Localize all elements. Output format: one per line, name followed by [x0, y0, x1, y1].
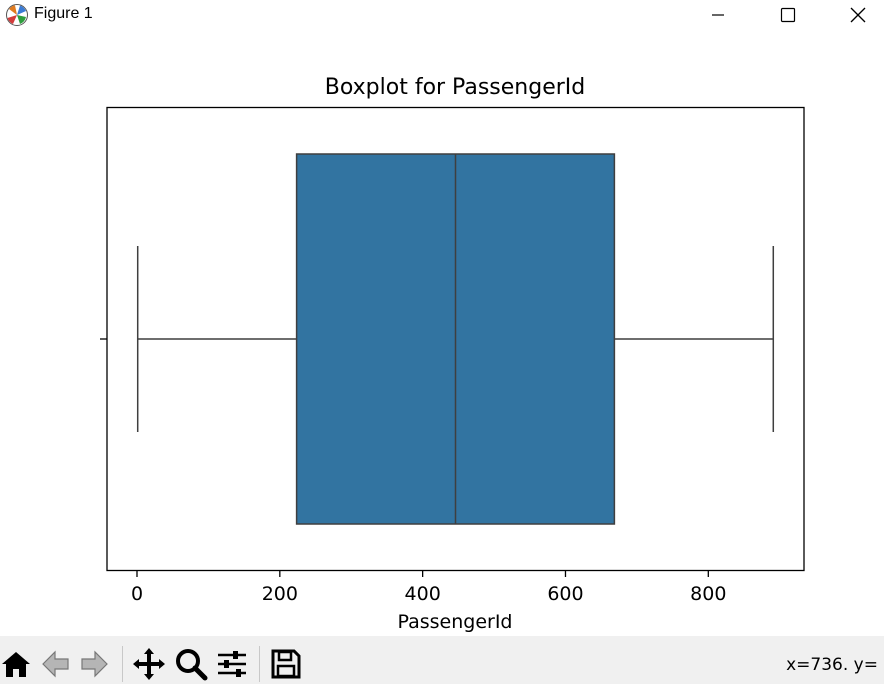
home-button[interactable]	[0, 646, 34, 682]
chart-title: Boxplot for PassengerId	[325, 75, 585, 100]
zoom-button[interactable]	[173, 646, 209, 682]
configure-subplots-button[interactable]	[214, 646, 250, 682]
forward-icon	[81, 650, 108, 678]
zoom-icon	[176, 649, 208, 681]
boxplot-chart: Boxplot for PassengerId 0 200 400 600 800 Pa…	[100, 75, 805, 633]
configure-subplots-icon	[218, 651, 246, 677]
x-tick-label: 800	[690, 583, 726, 605]
pan-icon	[133, 648, 165, 680]
x-axis-label: PassengerId	[397, 611, 512, 633]
window-titlebar: Figure 1	[0, 0, 884, 36]
window-title: Figure 1	[34, 5, 93, 22]
x-tick-label: 600	[547, 583, 583, 605]
cursor-coordinates: x=736. y=	[786, 655, 878, 675]
x-axis-ticks: 0 200 400 600 800	[131, 570, 726, 605]
navigation-toolbar: x=736. y=	[0, 636, 884, 684]
x-tick-label: 200	[262, 583, 298, 605]
back-icon	[42, 650, 69, 678]
home-icon	[2, 652, 30, 677]
minimize-button[interactable]	[688, 0, 748, 30]
toolbar-separator	[122, 646, 123, 682]
save-icon	[271, 649, 301, 679]
pan-button[interactable]	[131, 646, 167, 682]
maximize-button[interactable]	[758, 0, 818, 30]
figure-canvas[interactable]: Boxplot for PassengerId 0 200 400 600 800 Pa…	[0, 36, 884, 636]
x-tick-label: 0	[131, 583, 143, 605]
back-button[interactable]	[38, 646, 74, 682]
forward-button[interactable]	[76, 646, 112, 682]
x-tick-label: 400	[405, 583, 441, 605]
maximize-icon	[780, 7, 796, 23]
close-icon	[850, 7, 866, 23]
minimize-icon	[712, 14, 724, 16]
save-button[interactable]	[268, 646, 304, 682]
close-button[interactable]	[828, 0, 884, 30]
matplotlib-icon	[6, 4, 28, 26]
toolbar-separator	[259, 646, 260, 682]
